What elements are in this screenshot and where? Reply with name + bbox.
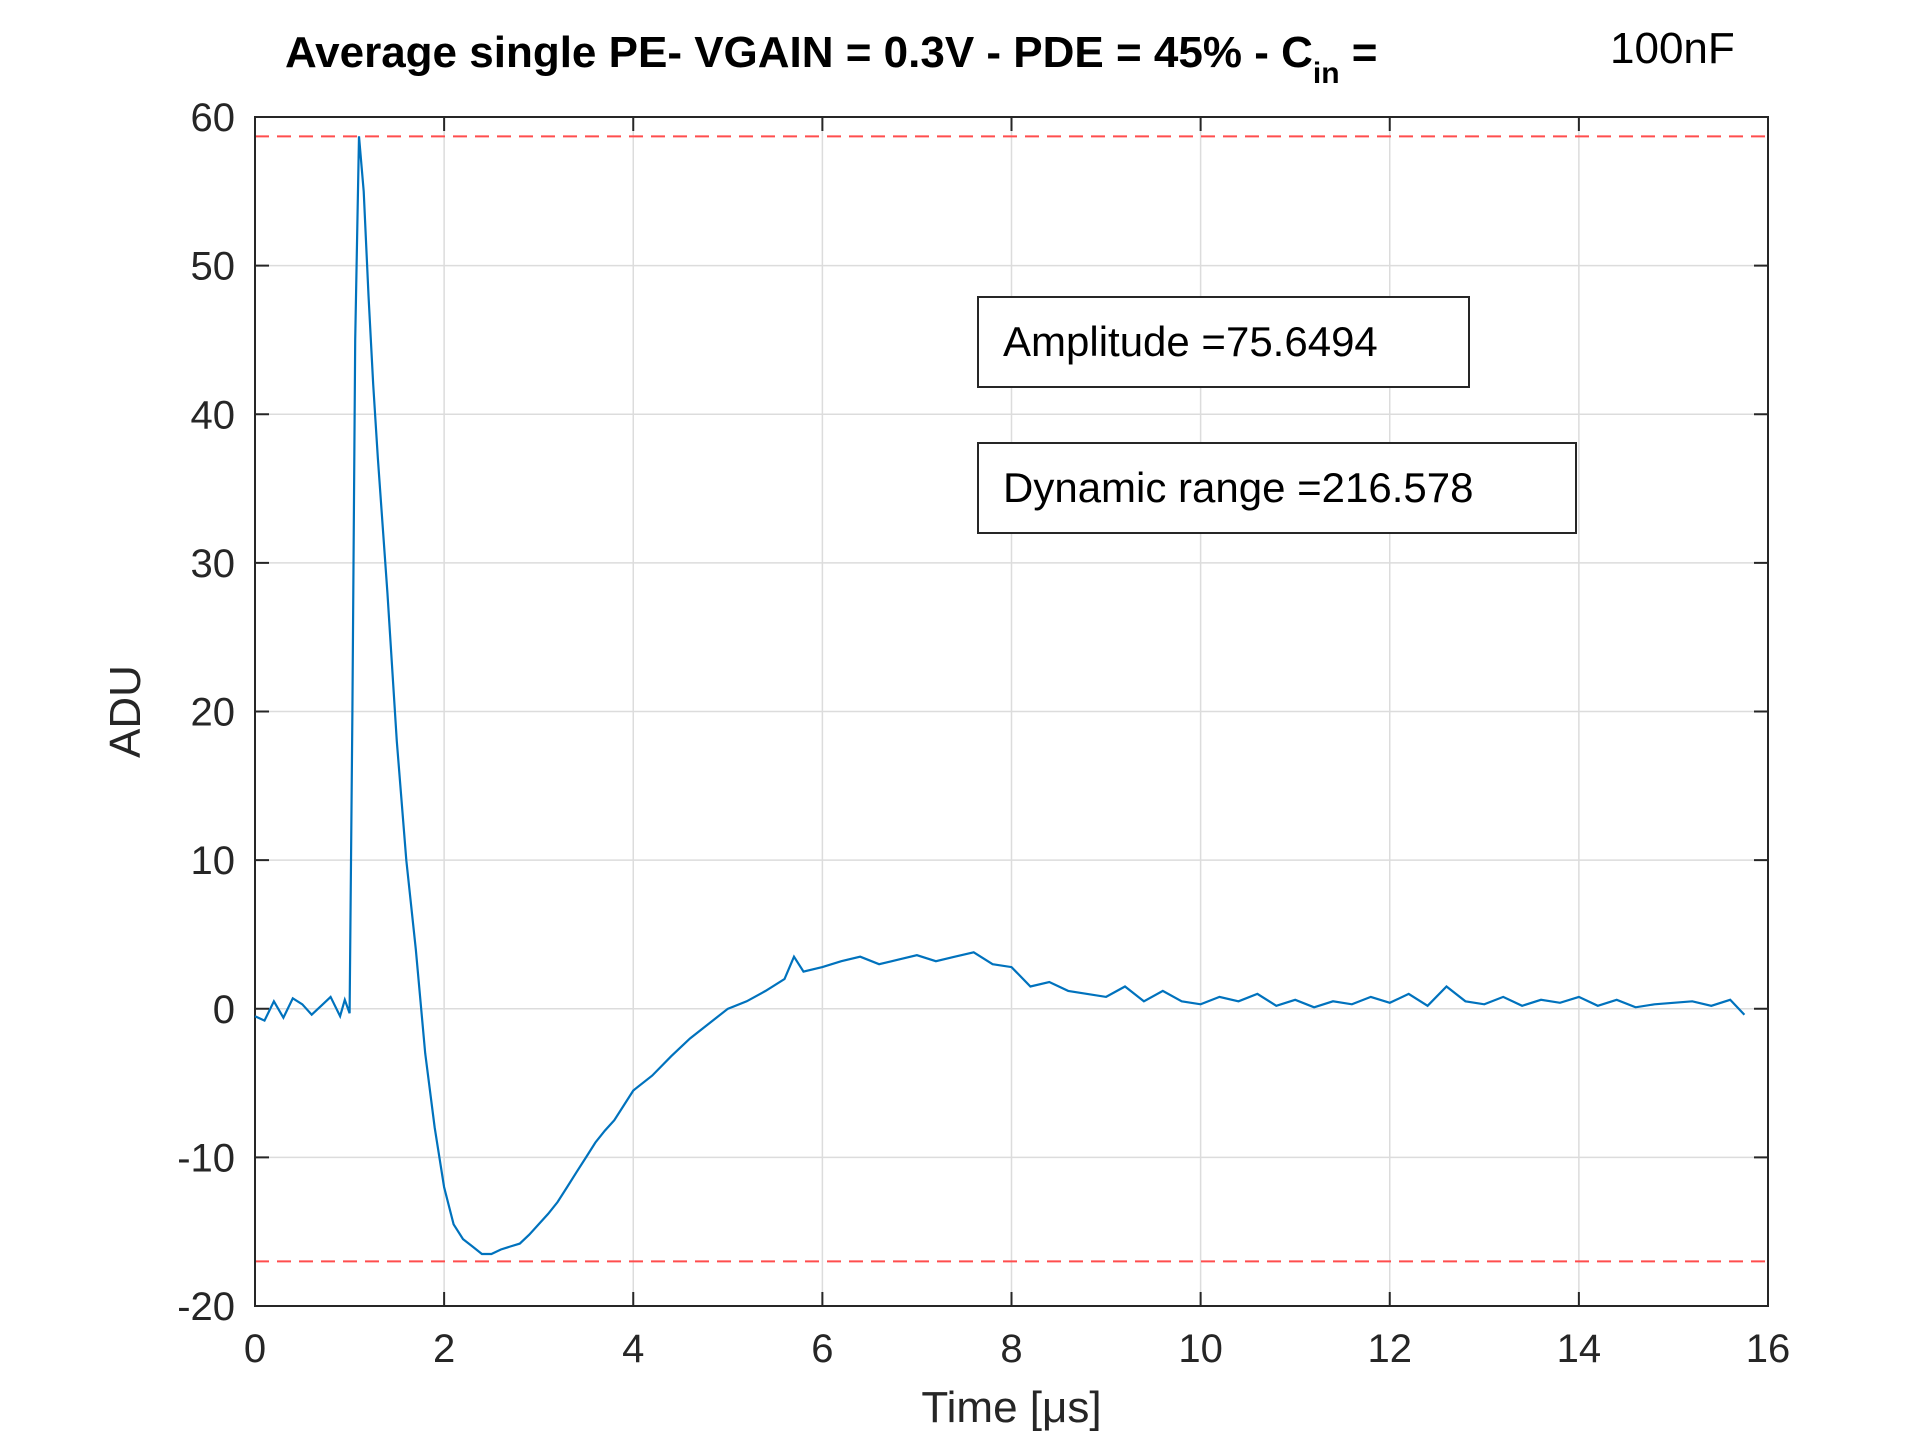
amplitude-annotation: Amplitude =75.6494: [977, 296, 1470, 388]
x-tick-label: 12: [1368, 1327, 1413, 1371]
x-tick-labels: 0 2 4 6 8 10 12 14 16: [244, 1327, 1790, 1371]
y-tick-label: 30: [191, 542, 236, 586]
y-tick-label: -10: [177, 1136, 235, 1180]
x-tick-label: 4: [622, 1327, 644, 1371]
y-tick-labels: -20 -10 0 10 20 30 40 50 60: [177, 96, 235, 1329]
axis-ticks: [254, 116, 1769, 1307]
x-tick-label: 8: [1000, 1327, 1022, 1371]
x-tick-label: 10: [1178, 1327, 1223, 1371]
x-tick-label: 14: [1557, 1327, 1602, 1371]
chart-title-suffix: =: [1339, 28, 1378, 77]
x-axis-label: Time [μs]: [921, 1383, 1101, 1432]
y-tick-label: 10: [191, 839, 236, 883]
y-tick-label: 0: [213, 988, 235, 1032]
y-tick-label: 40: [191, 393, 236, 437]
reference-lines: [255, 135, 1768, 1263]
x-tick-label: 16: [1746, 1327, 1791, 1371]
chart-title-value: 100nF: [1610, 24, 1735, 73]
y-tick-label: -20: [177, 1285, 235, 1329]
chart-title: Average single PE- VGAIN = 0.3V - PDE = …: [285, 28, 1378, 90]
y-tick-label: 20: [191, 691, 236, 735]
x-tick-label: 0: [244, 1327, 266, 1371]
series-line: [254, 136, 1746, 1256]
dynamic-range-annotation: Dynamic range =216.578: [977, 442, 1577, 534]
x-tick-label: 2: [433, 1327, 455, 1371]
y-tick-label: 60: [191, 96, 236, 140]
y-tick-label: 50: [191, 245, 236, 289]
chart-title-main: Average single PE- VGAIN = 0.3V - PDE = …: [285, 28, 1313, 77]
chart-title-subscript: in: [1312, 57, 1340, 90]
x-tick-label: 6: [811, 1327, 833, 1371]
y-axis-label: ADU: [101, 665, 150, 758]
